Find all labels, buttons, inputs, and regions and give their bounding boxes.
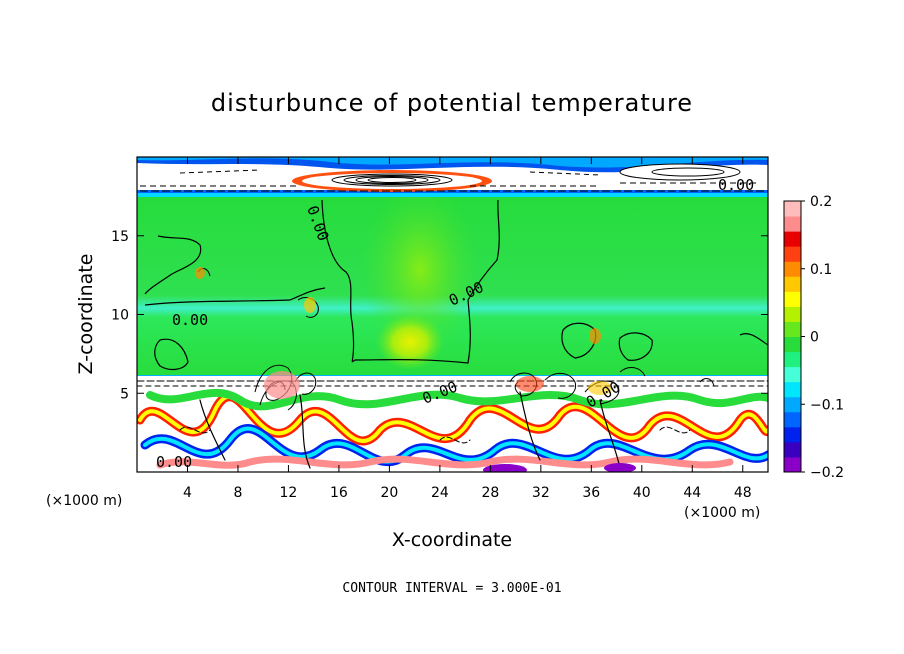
contour-interval-note: CONTOUR INTERVAL = 3.000E-01 (342, 581, 561, 596)
x-axis: 4 8 12 16 20 24 28 32 36 40 44 48 (183, 157, 752, 501)
colorbar-swatch (784, 321, 801, 337)
colorbar-swatch (784, 261, 801, 277)
y-tick-label: 10 (111, 308, 129, 324)
x-unit-left: (×1000 m) (46, 493, 122, 509)
x-tick-label: 12 (280, 485, 298, 501)
colorbar-swatch (784, 306, 801, 322)
x-tick-label: 8 (233, 485, 242, 501)
colorbar-swatch (784, 246, 801, 262)
x-tick-label: 4 (183, 485, 192, 501)
x-axis-title: X-coordinate (392, 529, 512, 551)
colorbar-swatch (784, 456, 801, 473)
colorbar-swatch (784, 351, 801, 368)
central-warm-anomaly (376, 314, 444, 370)
colorbar-swatch (784, 396, 801, 413)
colorbar-tick-label: −0.1 (810, 397, 844, 413)
x-tick-label: 36 (582, 485, 600, 501)
colorbar-swatch (784, 441, 801, 458)
y-tick-label: 15 (111, 229, 129, 245)
plot-area (137, 157, 768, 472)
colorbar-swatch (784, 411, 801, 428)
colorbar-ticks: 0.2 0.1 0 −0.1 −0.2 (801, 194, 844, 481)
colorbar (783, 200, 802, 473)
contour-label: 0.00 (172, 311, 208, 329)
colorbar-tick-label: 0.1 (810, 262, 832, 278)
upper-layer-field (137, 157, 768, 197)
colorbar-swatch (784, 231, 801, 247)
colorbar-swatch (784, 291, 801, 307)
colorbar-tick-label: 0 (810, 330, 819, 346)
central-warm-column (360, 180, 480, 360)
colorbar-tick-label: −0.2 (810, 465, 844, 481)
cluster-color-patches (195, 267, 612, 399)
y-axis-title: Z-coordinate (75, 254, 97, 375)
contour-label: 0.00 (718, 176, 754, 194)
colorbar-swatch (784, 201, 801, 217)
colorbar-swatch (784, 426, 801, 443)
chart-title: disturbunce of potential temperature (211, 89, 693, 117)
y-axis: 5 10 15 (111, 229, 768, 402)
colorbar-swatch (784, 216, 801, 232)
colorbar-swatch (784, 276, 801, 292)
x-unit-right: (×1000 m) (684, 505, 760, 521)
colorbar-swatch (784, 336, 801, 353)
colorbar-swatch (784, 366, 801, 383)
x-tick-label: 40 (633, 485, 651, 501)
x-tick-label: 48 (734, 485, 752, 501)
colorbar-swatch (784, 381, 801, 398)
y-tick-label: 5 (120, 386, 129, 402)
x-tick-label: 20 (380, 485, 398, 501)
x-tick-label: 24 (431, 485, 449, 501)
middle-contours (144, 199, 768, 371)
x-tick-label: 44 (683, 485, 701, 501)
contour-label: 0.00 (156, 453, 192, 471)
colorbar-tick-label: 0.2 (810, 194, 832, 210)
x-tick-label: 32 (532, 485, 550, 501)
x-tick-label: 28 (481, 485, 499, 501)
lower-layer-field (137, 376, 768, 472)
x-tick-label: 16 (330, 485, 348, 501)
